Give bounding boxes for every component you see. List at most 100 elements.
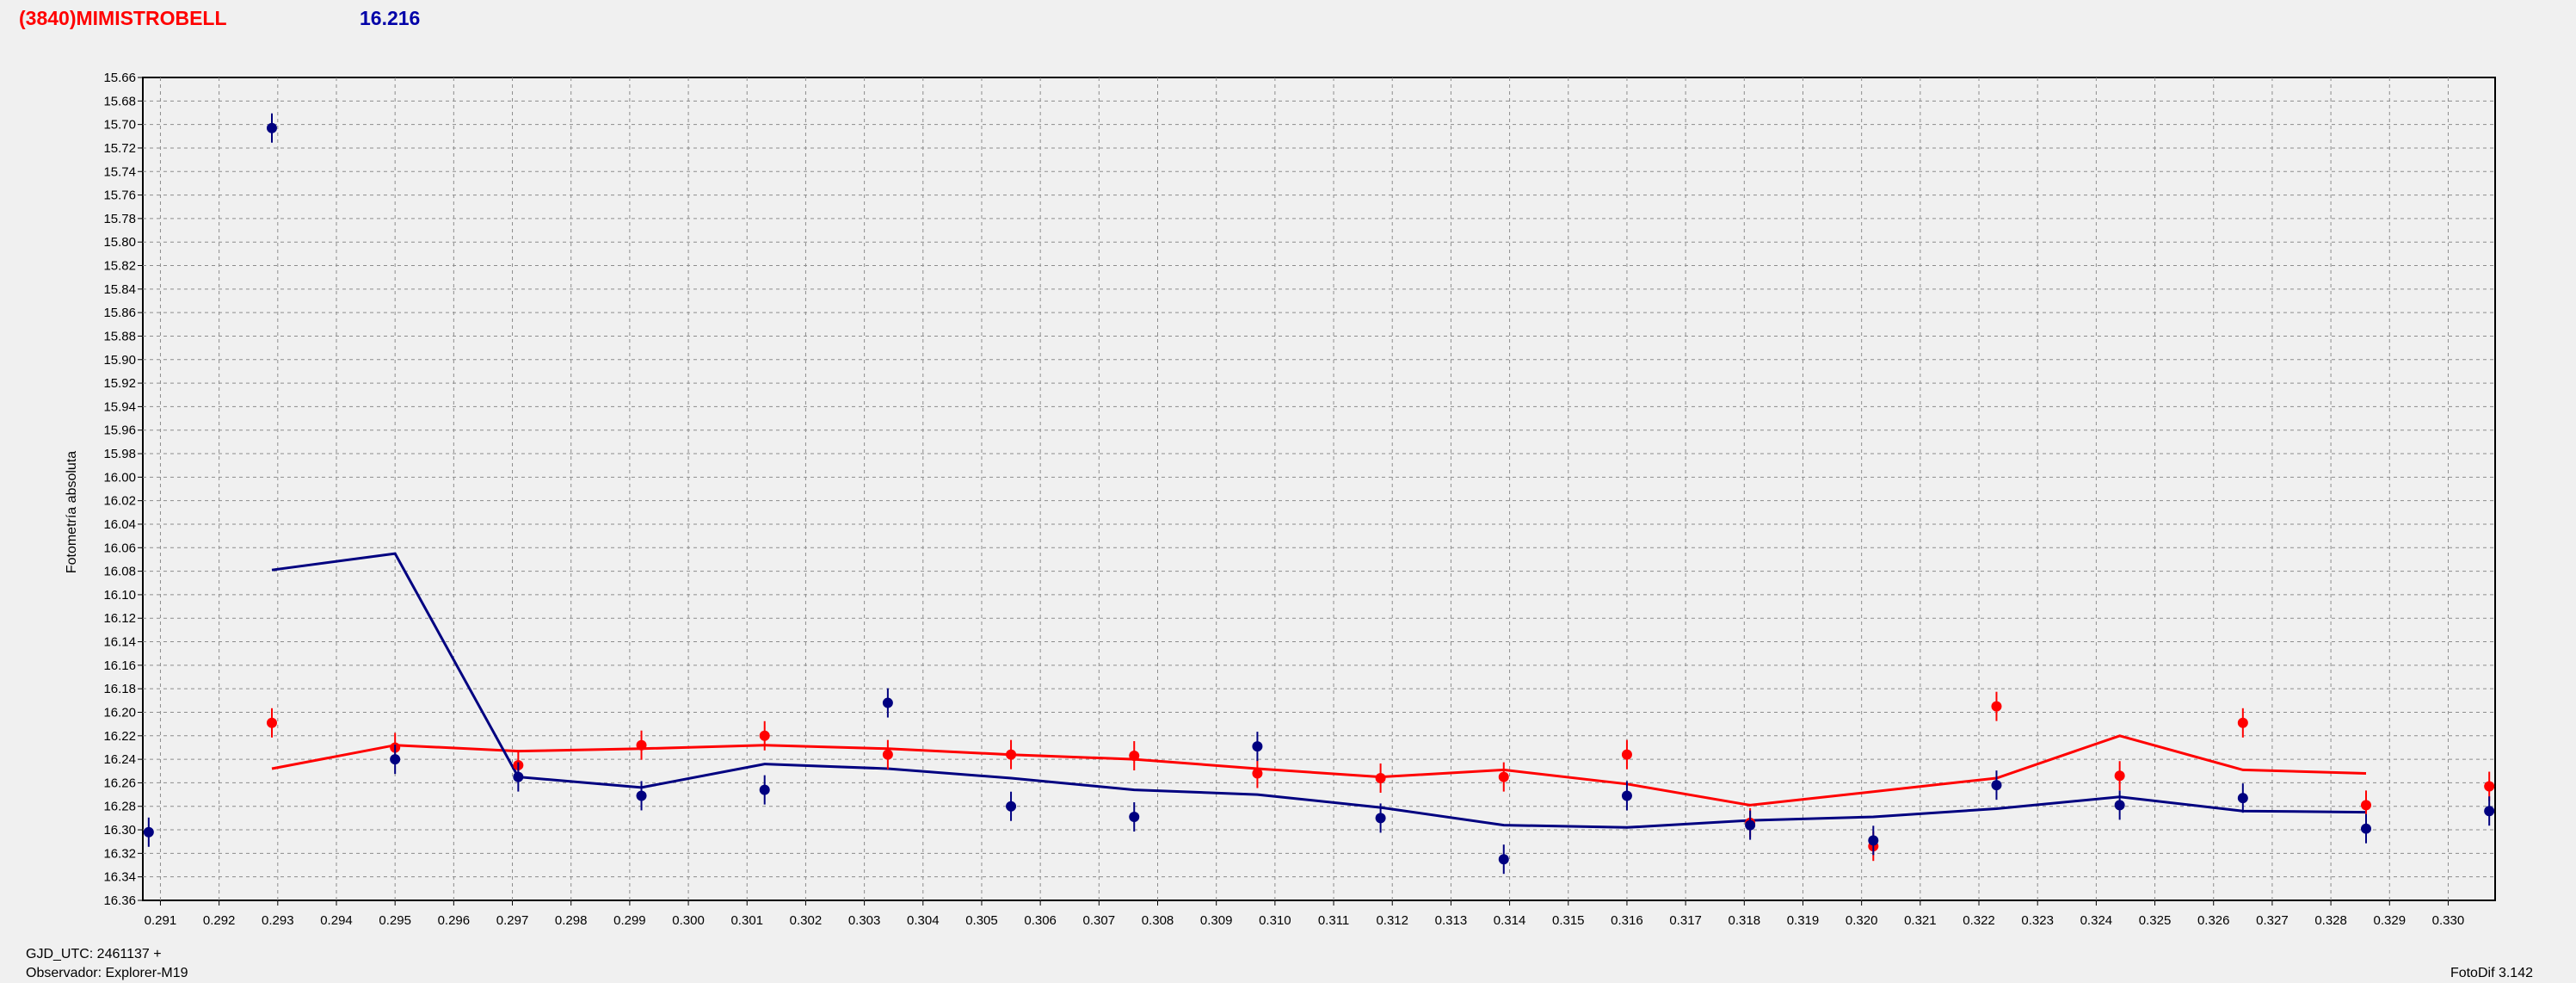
point-marker [1498, 854, 1509, 865]
x-tick-label: 0.321 [1904, 913, 1937, 928]
x-tick-label: 0.295 [379, 913, 411, 928]
point-marker [2114, 800, 2125, 811]
point-marker [266, 122, 277, 133]
data-point [1006, 739, 1017, 770]
y-tick-label: 15.86 [103, 306, 136, 320]
y-tick-label: 15.78 [103, 212, 136, 226]
data-point [1498, 844, 1509, 875]
point-marker [2237, 793, 2248, 804]
point-marker [143, 826, 154, 838]
y-tick-label: 16.14 [103, 635, 136, 650]
data-point [1375, 763, 1386, 793]
x-tick-label: 0.308 [1142, 913, 1174, 928]
y-tick-label: 15.88 [103, 329, 136, 343]
x-tick-label: 0.318 [1729, 913, 1761, 928]
point-marker [636, 790, 647, 801]
data-point [882, 739, 893, 770]
data-point [882, 688, 893, 718]
point-marker [513, 771, 524, 782]
point-marker [1991, 701, 2002, 712]
gjd-label: GJD_UTC: 2461137 + [26, 947, 162, 961]
x-tick-label: 0.313 [1435, 913, 1468, 928]
data-point [1498, 762, 1509, 792]
point-marker [266, 717, 277, 728]
data-point [143, 817, 154, 847]
y-tick-label: 16.30 [103, 823, 136, 838]
y-tick-label: 16.34 [103, 870, 136, 885]
point-marker [759, 784, 770, 795]
trend-line-1 [271, 552, 2367, 829]
x-tick-label: 0.310 [1259, 913, 1291, 928]
observer-label: Observador: Explorer-M19 [26, 966, 188, 980]
x-tick-label: 0.316 [1611, 913, 1643, 928]
data-point [759, 775, 770, 805]
y-tick-label: 15.76 [103, 189, 136, 203]
point-marker [636, 739, 647, 751]
point-marker [2237, 717, 2248, 728]
y-tick-label: 16.12 [103, 611, 136, 626]
x-tick-label: 0.319 [1787, 913, 1820, 928]
x-tick-label: 0.311 [1318, 913, 1349, 928]
x-tick-label: 0.323 [2021, 913, 2054, 928]
y-axis-ticks: 15.66 15.68 15.70 15.72 15.74 15.76 15.78 15.80… [103, 71, 143, 908]
y-tick-label: 16.06 [103, 541, 136, 555]
y-tick-label: 16.20 [103, 705, 136, 720]
x-tick-label: 0.291 [145, 913, 177, 928]
x-tick-label: 0.292 [203, 913, 236, 928]
y-tick-label: 15.92 [103, 376, 136, 391]
y-tick-label: 16.00 [103, 470, 136, 485]
point-marker [1129, 751, 1140, 762]
data-point [1868, 825, 1879, 856]
data-point [266, 113, 277, 143]
y-tick-label: 16.04 [103, 517, 136, 532]
y-tick-label: 15.84 [103, 282, 136, 297]
data-point [2484, 796, 2495, 826]
plot-area [142, 77, 2496, 901]
x-tick-label: 0.304 [907, 913, 940, 928]
y-tick-label: 15.66 [103, 71, 136, 85]
x-tick-label: 0.297 [496, 913, 529, 928]
data-point [1991, 770, 2002, 801]
y-tick-label: 16.18 [103, 682, 136, 696]
y-tick-label: 16.02 [103, 494, 136, 509]
target-name-title: (3840)MIMISTROBELL [19, 7, 227, 29]
point-marker [390, 754, 401, 765]
x-tick-label: 0.328 [2314, 913, 2347, 928]
data-points [143, 113, 2495, 875]
y-tick-label: 15.90 [103, 353, 136, 368]
y-tick-label: 15.70 [103, 118, 136, 133]
data-point [2361, 813, 2372, 844]
y-axis-label: Fotometría absoluta [65, 451, 79, 573]
point-marker [1375, 813, 1386, 824]
y-tick-label: 15.96 [103, 423, 136, 438]
data-point [2237, 783, 2248, 813]
point-marker [882, 749, 893, 760]
point-marker [2484, 806, 2495, 817]
data-point [1252, 758, 1263, 788]
point-marker [1375, 772, 1386, 783]
y-tick-label: 16.10 [103, 588, 136, 603]
x-tick-label: 0.314 [1494, 913, 1526, 928]
data-point [636, 730, 647, 760]
data-point [2484, 771, 2495, 801]
point-marker [1252, 768, 1263, 779]
x-tick-label: 0.329 [2374, 913, 2407, 928]
x-tick-label: 0.315 [1552, 913, 1585, 928]
y-tick-label: 15.94 [103, 399, 136, 414]
x-tick-label: 0.320 [1846, 913, 1878, 928]
point-marker [1868, 835, 1879, 846]
x-axis-ticks: 0.291 0.292 0.293 0.294 0.295 0.296 0.297 0.298… [145, 900, 2464, 928]
x-tick-label: 0.301 [730, 913, 763, 928]
data-point [1375, 803, 1386, 833]
data-point [2114, 761, 2125, 791]
data-point [2237, 708, 2248, 738]
y-tick-label: 16.36 [103, 893, 136, 908]
x-tick-label: 0.294 [320, 913, 353, 928]
point-marker [2361, 823, 2372, 834]
y-tick-label: 16.32 [103, 846, 136, 861]
x-tick-label: 0.306 [1024, 913, 1057, 928]
x-tick-label: 0.298 [555, 913, 588, 928]
y-tick-label: 16.08 [103, 565, 136, 579]
data-point [266, 708, 277, 738]
